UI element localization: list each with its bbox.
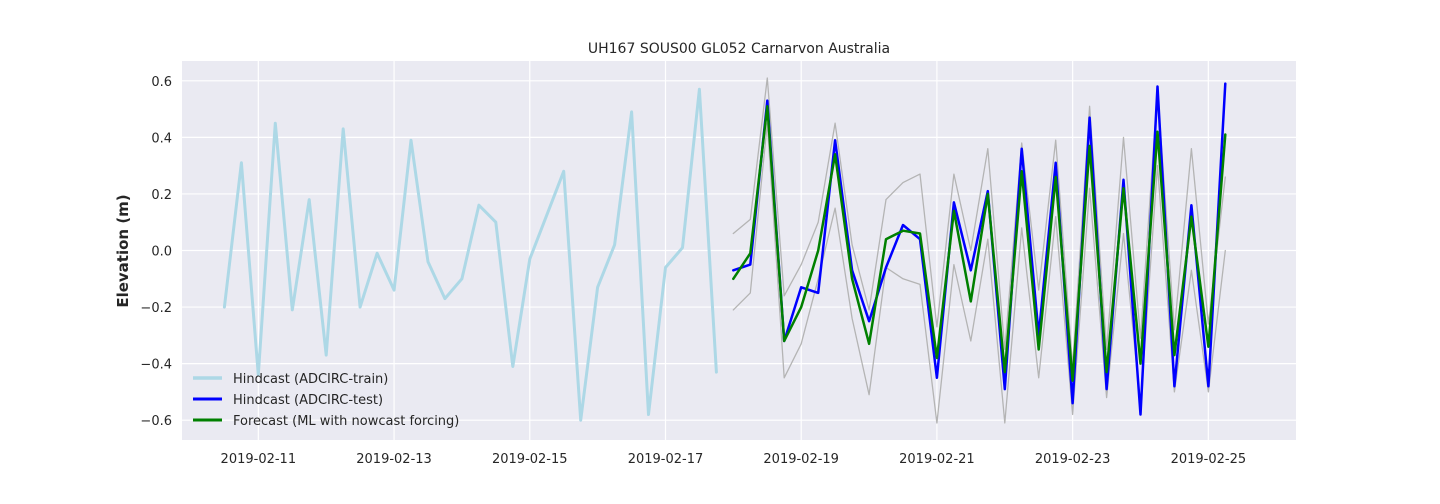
legend: Hindcast (ADCIRC-train) Hindcast (ADCIRC-… — [193, 372, 459, 429]
x-tick-label: 2019-02-13 — [356, 452, 432, 467]
chart-title: UH167 SOUS00 GL052 Carnarvon Australia — [588, 41, 890, 57]
x-tick-label: 2019-02-21 — [899, 452, 975, 467]
y-axis-label: Elevation (m) — [114, 194, 132, 307]
legend-label: Forecast (ML with nowcast forcing) — [233, 414, 459, 429]
legend-label: Hindcast (ADCIRC-test) — [233, 393, 383, 408]
x-tick-label: 2019-02-23 — [1035, 452, 1111, 467]
y-tick-label: 0.0 — [151, 245, 172, 260]
x-tick-label: 2019-02-19 — [763, 452, 839, 467]
x-tick-label: 2019-02-25 — [1171, 452, 1247, 467]
series-line-0 — [222, 87, 718, 422]
series-line-3 — [732, 82, 1227, 416]
series-layer — [222, 77, 1227, 424]
y-tick-label: −0.4 — [140, 358, 172, 373]
y-tick-label: 0.6 — [151, 75, 172, 90]
y-tick-label: 0.2 — [151, 188, 172, 203]
y-axis: −0.6 −0.4 −0.2 0.0 0.2 0.4 0.6 — [140, 75, 172, 429]
x-axis: 2019-02-11 2019-02-13 2019-02-15 2019-02-17… — [221, 452, 1247, 467]
series-line-4 — [732, 105, 1227, 382]
x-tick-label: 2019-02-15 — [492, 452, 568, 467]
legend-label: Hindcast (ADCIRC-train) — [233, 372, 388, 387]
x-tick-label: 2019-02-17 — [628, 452, 704, 467]
series-line-1 — [732, 77, 1226, 368]
y-tick-label: −0.6 — [140, 414, 172, 429]
x-tick-label: 2019-02-11 — [221, 452, 297, 467]
y-tick-label: −0.2 — [140, 301, 172, 316]
y-tick-label: 0.4 — [151, 131, 172, 146]
